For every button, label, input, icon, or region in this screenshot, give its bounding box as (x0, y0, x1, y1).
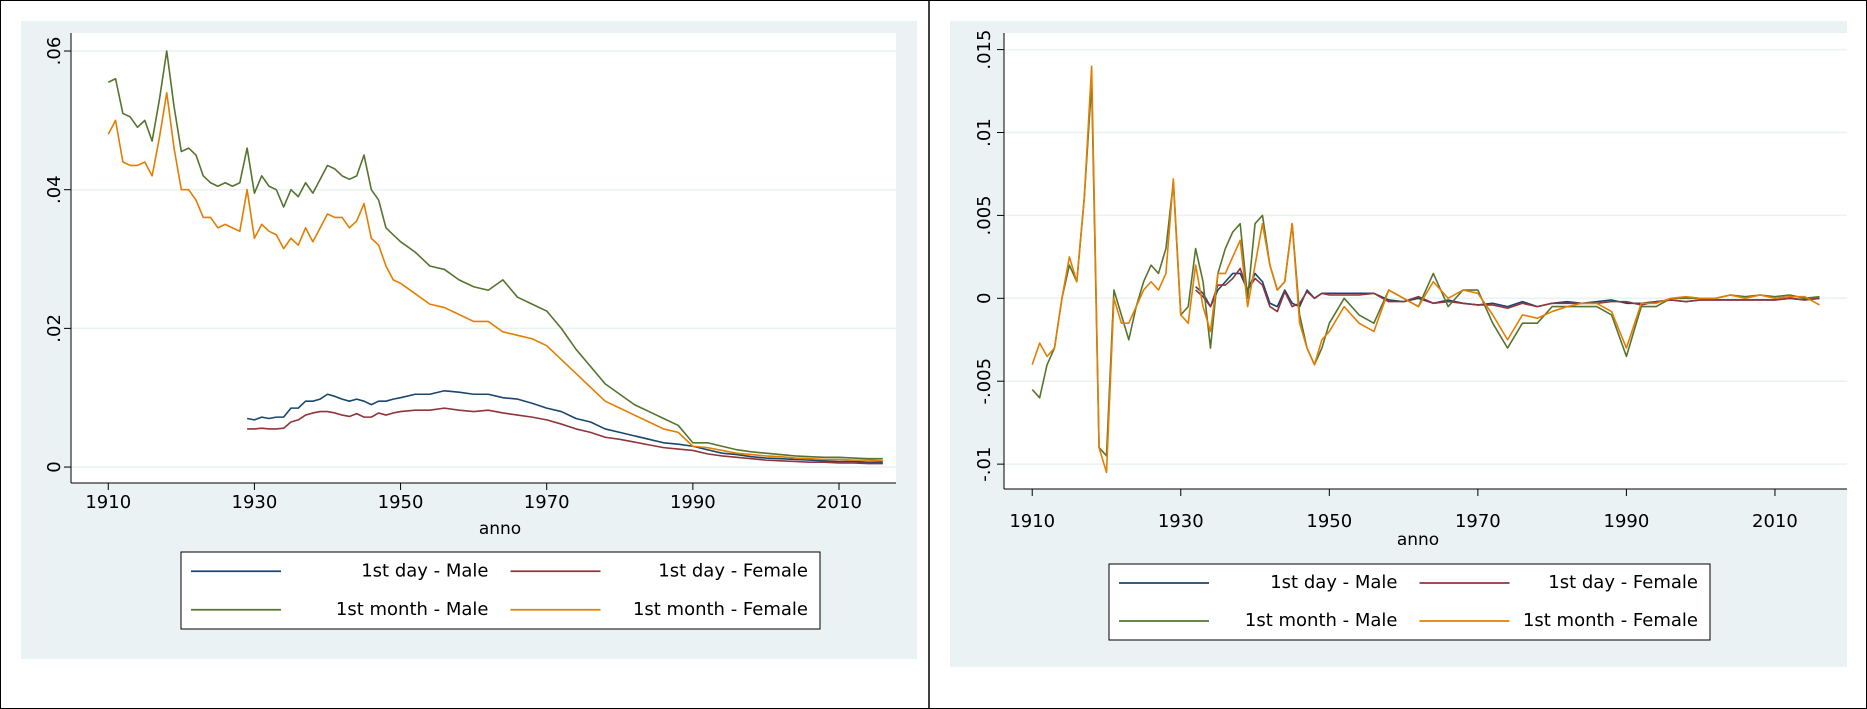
legend-label: 1st month - Female (633, 599, 808, 620)
legend-box (1108, 563, 1711, 641)
x-tick-label: 1910 (1009, 511, 1055, 532)
y-tick-label: .005 (974, 195, 995, 235)
y-tick-label: -.005 (974, 358, 995, 405)
series-line (107, 91, 883, 462)
y-tick-label: 0 (974, 293, 995, 304)
y-tick-label: .01 (974, 118, 995, 147)
legend-label: 1st day - Female (1548, 572, 1698, 593)
x-tick-label: 2010 (816, 492, 862, 513)
x-tick-label: 1930 (232, 492, 278, 513)
series-line (1195, 267, 1820, 313)
x-axis-label: anno (479, 519, 521, 539)
plot-region (1004, 33, 1847, 489)
x-axis-label: anno (1397, 530, 1439, 550)
series-line (107, 50, 883, 460)
x-tick-label: 1970 (524, 492, 570, 513)
y-tick-label: .015 (974, 30, 995, 70)
series-line (1031, 81, 1820, 457)
y-tick-label: -.01 (974, 447, 995, 482)
plot-region (71, 33, 896, 483)
series-line (247, 407, 883, 465)
legend-label: 1st month - Female (1523, 610, 1698, 631)
y-tick-label: .06 (44, 37, 65, 66)
legend-label: 1st day - Female (658, 560, 808, 581)
x-tick-label: 1950 (378, 492, 424, 513)
x-tick-label: 1910 (85, 492, 131, 513)
x-tick-label: 1990 (1604, 511, 1650, 532)
x-tick-label: 1930 (1158, 511, 1204, 532)
legend-label: 1st month - Male (1245, 610, 1398, 631)
y-tick-label: .04 (44, 175, 65, 204)
series-line (1031, 65, 1820, 474)
y-tick-label: .02 (44, 314, 65, 343)
legend-label: 1st month - Male (336, 599, 489, 620)
legend-box (180, 551, 821, 630)
legend-label: 1st day - Male (361, 560, 488, 581)
x-tick-label: 1950 (1306, 511, 1352, 532)
y-tick-label: 0 (44, 461, 65, 472)
series-line (246, 389, 883, 463)
x-tick-label: 1970 (1455, 511, 1501, 532)
x-tick-label: 1990 (670, 492, 716, 513)
legend-label: 1st day - Male (1270, 572, 1397, 593)
x-tick-label: 2010 (1752, 511, 1798, 532)
